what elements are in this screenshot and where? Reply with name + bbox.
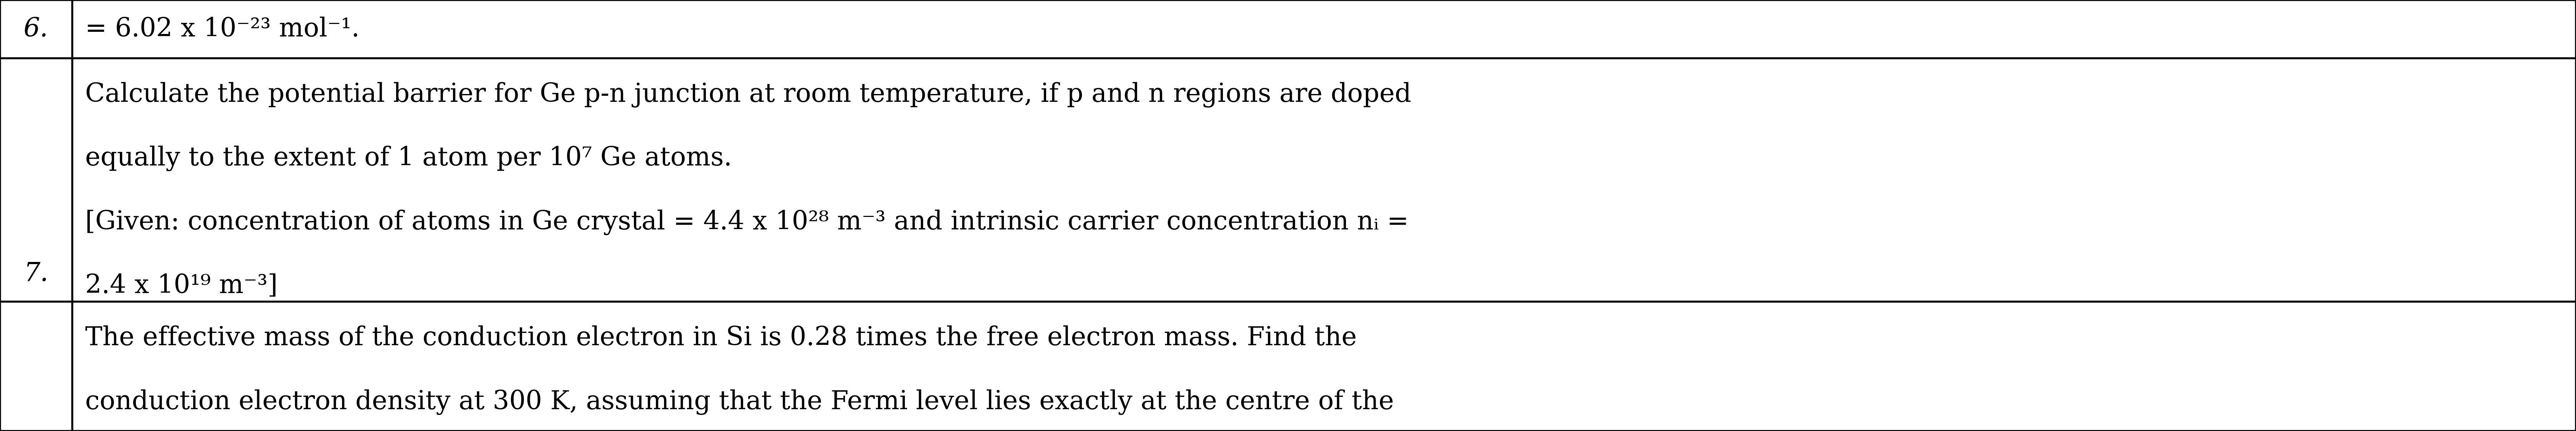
Text: 6.: 6. — [23, 16, 49, 42]
Text: The effective mass of the conduction electron in Si is 0.28 times the free elect: The effective mass of the conduction ele… — [85, 325, 1358, 350]
Text: conduction electron density at 300 K, assuming that the Fermi level lies exactly: conduction electron density at 300 K, as… — [85, 389, 1394, 415]
Text: Calculate the potential barrier for Ge p-n junction at room temperature, if p an: Calculate the potential barrier for Ge p… — [85, 82, 1412, 107]
Text: 7.: 7. — [23, 261, 49, 286]
Text: equally to the extent of 1 atom per 10⁷ Ge atoms.: equally to the extent of 1 atom per 10⁷ … — [85, 146, 732, 171]
Text: = 6.02 x 10⁻²³ mol⁻¹.: = 6.02 x 10⁻²³ mol⁻¹. — [85, 16, 361, 42]
Text: 2.4 x 10¹⁹ m⁻³]: 2.4 x 10¹⁹ m⁻³] — [85, 273, 278, 298]
Text: [Given: concentration of atoms in Ge crystal = 4.4 x 10²⁸ m⁻³ and intrinsic carr: [Given: concentration of atoms in Ge cry… — [85, 209, 1409, 235]
